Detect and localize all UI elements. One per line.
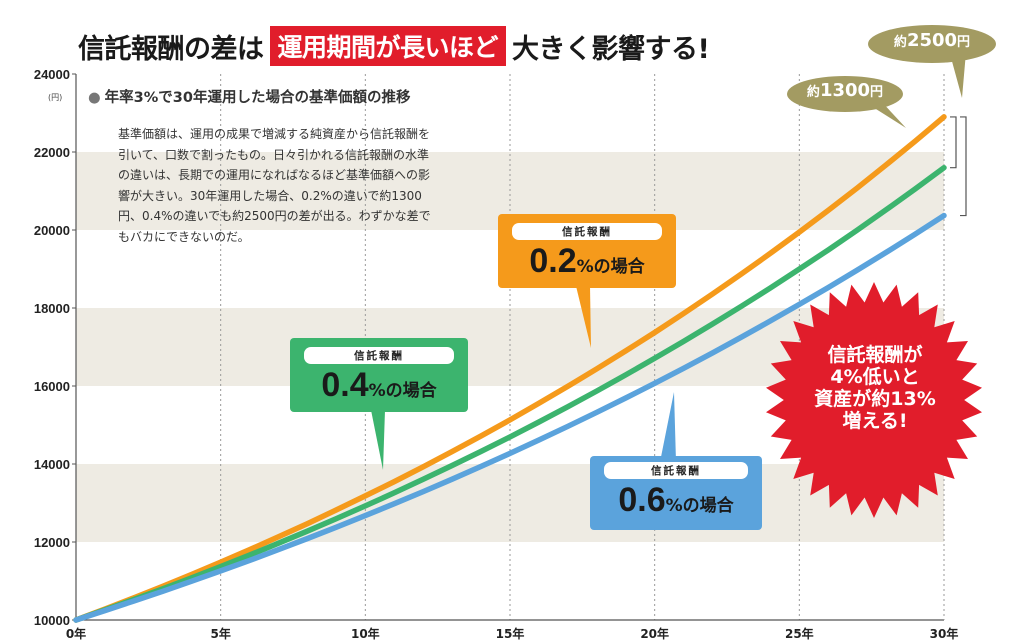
badge-prefix: 約 <box>806 85 820 100</box>
badge-diff-2500-pointer <box>950 52 966 98</box>
callout-fee-04-pointer <box>371 410 385 470</box>
burst-line: 増える! <box>842 410 908 432</box>
callout-fee-suffix: %の場合 <box>576 257 645 277</box>
y-tick-label: 10000 <box>34 613 70 628</box>
badge-unit: 円 <box>870 85 884 100</box>
page-title: 信託報酬の差は 運用期間が長いほど 大きく影響する! <box>78 24 710 68</box>
badge-prefix: 約 <box>893 35 907 50</box>
callout-fee-label: 信託報酬 <box>512 223 662 240</box>
x-tick-labels: 0年 5年 10年 15年 20年 25年 30年 <box>66 626 959 641</box>
callout-fee-suffix: %の場合 <box>368 381 437 401</box>
burst-line: 信託報酬が <box>827 344 923 366</box>
callout-fee-value: 0.6%の場合 <box>590 481 762 520</box>
badge-amount: 1300 <box>819 80 871 101</box>
burst-line: 資産が約13% <box>814 388 936 410</box>
y-axis-unit: (円) <box>48 93 63 102</box>
callout-fee-04: 信託報酬 0.4%の場合 <box>290 344 468 405</box>
callout-fee-02: 信託報酬 0.2%の場合 <box>498 220 676 281</box>
bracket-2500 <box>960 116 967 217</box>
badge-diff-2500-bubble <box>868 25 996 63</box>
series-line-fee02 <box>73 114 947 623</box>
x-tick-label: 0年 <box>66 626 86 641</box>
callout-fee-value: 0.4%の場合 <box>290 366 468 405</box>
y-tick-label: 14000 <box>34 457 70 472</box>
x-tick-label: 30年 <box>930 626 959 641</box>
y-tick-label: 24000 <box>34 67 70 82</box>
callout-fee-number: 0.4 <box>321 366 369 404</box>
x-tick-label: 20年 <box>640 626 669 641</box>
chart-subtitle-text: 年率3%で30年運用した場合の基準価額の推移 <box>104 90 411 106</box>
callout-fee-number: 0.2 <box>529 242 577 280</box>
callout-fee-value: 0.2%の場合 <box>498 242 676 281</box>
bracket-1300 <box>950 116 957 169</box>
title-highlight: 運用期間が長いほど <box>269 26 507 66</box>
badge-amount: 2500 <box>906 30 958 51</box>
y-tick-label: 22000 <box>34 145 70 160</box>
x-tick-label: 15年 <box>496 626 525 641</box>
bullet-icon: ● <box>88 90 101 106</box>
x-tick-label: 10年 <box>351 626 380 641</box>
callout-fee-06: 信託報酬 0.6%の場合 <box>590 459 762 520</box>
callout-fee-label: 信託報酬 <box>604 462 748 479</box>
chart-subtitle: ● 年率3%で30年運用した場合の基準価額の推移 <box>88 86 410 107</box>
series-line-fee04 <box>73 164 947 623</box>
callout-fee-label: 信託報酬 <box>304 347 454 364</box>
x-tick-label: 5年 <box>210 626 230 641</box>
badge-unit: 円 <box>957 35 971 50</box>
y-tick-label: 18000 <box>34 301 70 316</box>
title-part2: 大きく影響する! <box>512 33 710 65</box>
callout-fee-02-pointer <box>576 286 591 348</box>
series-lines <box>73 114 947 623</box>
callout-fee-number: 0.6 <box>618 481 666 519</box>
y-tick-label: 16000 <box>34 379 70 394</box>
badge-diff-2500: 約2500円 <box>868 30 996 51</box>
description-text: 基準価額は、運用の成果で増減する純資産から信託報酬を引いて、口数で割ったもの。日… <box>118 127 431 244</box>
badge-diff-1300: 約1300円 <box>786 80 904 101</box>
x-tick-label: 25年 <box>785 626 814 641</box>
callout-fee-suffix: %の場合 <box>665 496 734 516</box>
y-tick-label: 20000 <box>34 223 70 238</box>
burst-line: 4%低いと <box>830 366 920 388</box>
callout-fee-06-pointer <box>660 392 676 462</box>
y-tick-label: 12000 <box>34 535 70 550</box>
badge-diff-1300-bubble <box>787 76 903 112</box>
title-part1: 信託報酬の差は <box>78 33 264 65</box>
y-tick-labels: 10000 12000 14000 16000 18000 20000 22000 24000 <box>34 67 76 628</box>
series-line-fee06 <box>73 212 947 623</box>
burst-text: 信託報酬が 4%低いと 資産が約13% 増える! <box>780 344 970 432</box>
burst-icon <box>766 282 982 518</box>
